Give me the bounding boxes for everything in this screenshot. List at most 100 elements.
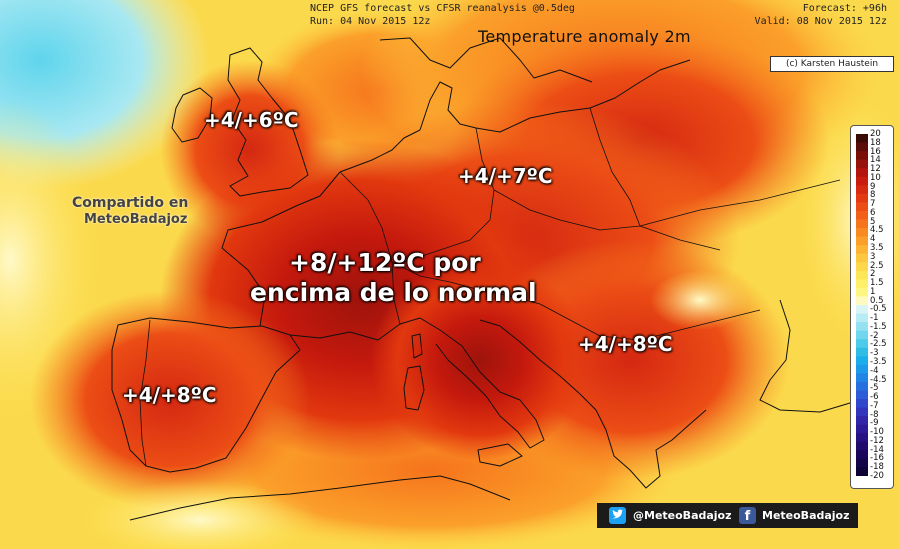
colorbar-swatch <box>856 245 868 255</box>
coast-denmark <box>419 81 477 131</box>
colorbar-tick-label: -2 <box>870 330 879 341</box>
coast-great-britain <box>227 47 309 197</box>
header-info-right: Forecast: +96h Valid: 08 Nov 2015 12z <box>755 2 887 28</box>
header-info-left: NCEP GFS forecast vs CFSR reanalysis @0.… <box>310 2 575 28</box>
run-time: Run: 04 Nov 2015 12z <box>310 16 431 27</box>
coast-adriatic <box>479 319 597 411</box>
colorbar-tick-label: -1 <box>870 313 879 324</box>
colorbar-swatch <box>856 142 868 152</box>
coast-gulf-of-lion <box>289 317 421 341</box>
colorbar-tick-label: 1.5 <box>870 278 884 289</box>
coast-sardinia <box>403 365 425 411</box>
hot-iberia <box>30 290 310 510</box>
colorbar-tick-label: 6 <box>870 207 876 218</box>
colorbar-swatch <box>856 433 868 443</box>
colorbar-tick-label: 3 <box>870 251 876 262</box>
pale-south-iberia <box>80 480 320 549</box>
map-title: Temperature anomaly 2m <box>478 27 691 46</box>
colorbar-tick-label: 4.5 <box>870 225 884 236</box>
colorbar-tick-label: -6 <box>870 392 879 403</box>
border-hungary-balkans <box>539 303 761 341</box>
coast-greece <box>595 409 707 489</box>
colorbar-ticks: 20 18 16 14 12 10 9 8 7 6 5 4.5 4 3.5 3 2.5 2 1.5 1 0.5 -0.5… <box>870 130 892 481</box>
colorbar-tick-label: -3 <box>870 348 879 359</box>
facebook-page[interactable]: MeteoBadajoz <box>762 509 850 522</box>
coastlines <box>111 37 861 521</box>
social-banner: @MeteoBadajoz f MeteoBadajoz <box>597 503 858 528</box>
colorbar-swatch <box>856 193 868 203</box>
colorbar-tick-label: -4.5 <box>870 374 887 385</box>
colorbar-tick-label: 1 <box>870 286 876 297</box>
twitter-icon[interactable] <box>609 507 626 524</box>
colorbar-tick-label: -12 <box>870 435 884 446</box>
colorbar-swatch <box>856 322 868 332</box>
annotation-iberia: +4/+8ºC <box>122 383 217 407</box>
colorbar-tick-label: -5 <box>870 383 879 394</box>
annotation-balkans: +4/+8ºC <box>578 332 673 356</box>
colorbar-tick-label: 9 <box>870 181 876 192</box>
forecast-hour: Forecast: +96h <box>802 3 887 14</box>
colorbar-tick-label: 2.5 <box>870 260 884 271</box>
colorbar-swatch <box>856 305 868 315</box>
colorbar-swatch <box>856 424 868 434</box>
colorbar-swatch <box>856 373 868 383</box>
twitter-handle[interactable]: @MeteoBadajoz <box>633 509 732 522</box>
colorbar-tick-label: 20 <box>870 129 881 139</box>
colorbar-swatch <box>856 262 868 272</box>
shared-label: Compartido en <box>72 195 189 211</box>
colorbar-swatch <box>856 458 868 468</box>
colorbar-swatch <box>856 381 868 391</box>
colorbar-swatch <box>856 134 868 144</box>
coast-ireland <box>171 87 213 143</box>
coast-corsica <box>411 333 423 359</box>
colorbar-swatch <box>856 185 868 195</box>
colorbar-swatch <box>856 364 868 374</box>
shared-site: MeteoBadajoz <box>84 212 188 227</box>
hot-italy <box>370 260 590 460</box>
colorbar-swatch <box>856 450 868 460</box>
border-poland-east <box>589 107 641 227</box>
coast-low-countries <box>339 129 421 173</box>
colorbar-swatch <box>856 176 868 186</box>
colorbar-swatch <box>856 168 868 178</box>
colorbar-swatch <box>856 407 868 417</box>
colorbar-tick-label: -14 <box>870 444 884 455</box>
colorbar-tick-label: 3.5 <box>870 243 884 253</box>
coast-north-africa <box>129 475 511 521</box>
colorbar-scale <box>856 134 868 476</box>
colorbar-tick-label: -8 <box>870 409 879 420</box>
colorbar-swatch <box>856 313 868 323</box>
colorbar-tick-label: -2.5 <box>870 339 887 350</box>
colorbar-tick-label: -16 <box>870 453 884 464</box>
colorbar-tick-label: -3.5 <box>870 357 887 367</box>
border-germany-east <box>403 127 495 263</box>
colorbar-swatch <box>856 347 868 357</box>
colorbar-swatch <box>856 416 868 426</box>
colorbar-tick-label: -0.5 <box>870 304 887 315</box>
colorbar-tick-label: 16 <box>870 146 881 157</box>
border-france-east <box>339 171 401 325</box>
facebook-icon[interactable]: f <box>739 507 756 524</box>
border-spain-portugal <box>139 319 151 467</box>
coast-italy <box>419 317 545 449</box>
colorbar-swatch <box>856 390 868 400</box>
credit-box: (c) Karsten Haustein <box>770 56 894 72</box>
colorbar-swatch <box>856 330 868 340</box>
coast-black-sea <box>759 299 861 413</box>
colorbar-swatch <box>856 210 868 220</box>
colorbar-swatch <box>856 253 868 263</box>
annotation-germany: +4/+7ºC <box>458 164 553 188</box>
coast-sicily <box>477 443 523 467</box>
colorbar-tick-label: -4 <box>870 365 879 376</box>
colorbar-tick-label: 12 <box>870 164 881 175</box>
colorbar-swatch <box>856 202 868 212</box>
colorbar-tick-label: 0.5 <box>870 295 884 306</box>
model-source: NCEP GFS forecast vs CFSR reanalysis @0.… <box>310 3 575 14</box>
colorbar-swatch <box>856 441 868 451</box>
coast-france-west <box>221 171 341 327</box>
colorbar-swatch <box>856 228 868 238</box>
colorbar-swatch <box>856 296 868 306</box>
colorbar-swatch <box>856 467 868 476</box>
colorbar-tick-label: 5 <box>870 216 876 227</box>
